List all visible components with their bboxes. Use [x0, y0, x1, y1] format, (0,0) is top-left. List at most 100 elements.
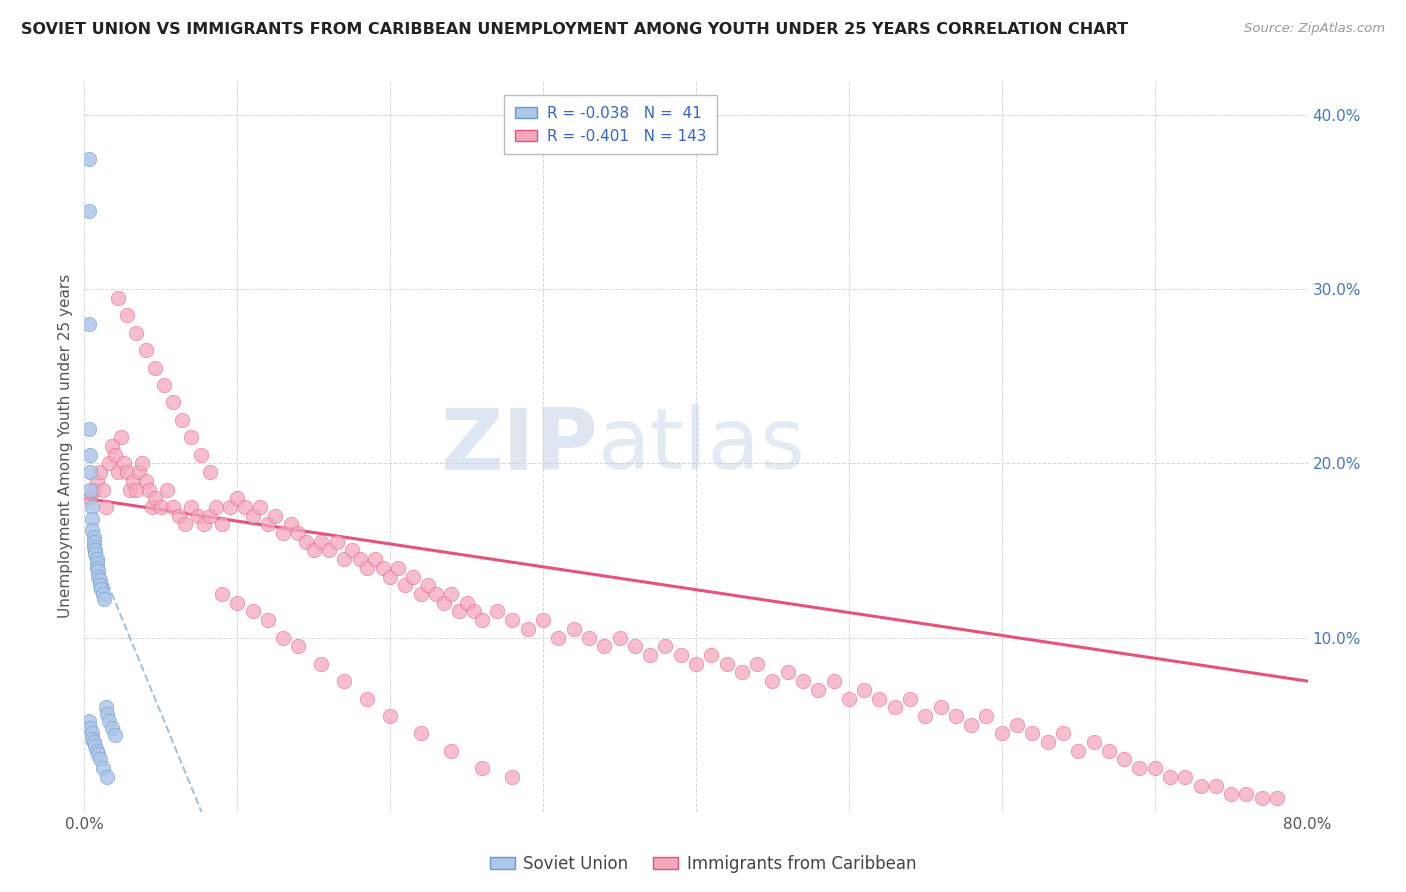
Point	[302, 543, 325, 558]
Point	[402, 569, 425, 583]
Point	[186, 508, 208, 523]
Point	[115, 309, 138, 323]
Point	[153, 378, 176, 392]
Point	[86, 552, 108, 566]
Point	[364, 552, 387, 566]
Point	[211, 517, 233, 532]
Point	[107, 291, 129, 305]
Point	[991, 726, 1014, 740]
Point	[97, 457, 120, 471]
Point	[654, 640, 676, 654]
Point	[371, 561, 394, 575]
Point	[792, 674, 814, 689]
Point	[174, 517, 197, 532]
Point	[91, 483, 114, 497]
Point	[77, 317, 100, 331]
Point	[104, 728, 127, 742]
Point	[90, 582, 112, 596]
Point	[135, 474, 157, 488]
Point	[1128, 761, 1150, 775]
Point	[205, 500, 228, 514]
Point	[883, 700, 905, 714]
Point	[89, 578, 111, 592]
Point	[115, 465, 138, 479]
Point	[193, 517, 215, 532]
Point	[131, 457, 153, 471]
Point	[125, 483, 148, 497]
Point	[1021, 726, 1043, 740]
Point	[287, 526, 309, 541]
Point	[280, 517, 302, 532]
Point	[929, 700, 952, 714]
Point	[418, 578, 440, 592]
Point	[1143, 761, 1166, 775]
Point	[79, 465, 101, 479]
Point	[1250, 790, 1272, 805]
Point	[87, 569, 110, 583]
Point	[471, 613, 494, 627]
Text: atlas: atlas	[598, 404, 806, 488]
Point	[180, 500, 202, 514]
Point	[128, 465, 150, 479]
Point	[380, 569, 402, 583]
Point	[1189, 779, 1212, 793]
Point	[86, 556, 108, 570]
Point	[1205, 779, 1227, 793]
Point	[823, 674, 845, 689]
Point	[387, 561, 409, 575]
Point	[198, 465, 221, 479]
Point	[120, 483, 142, 497]
Point	[340, 543, 363, 558]
Point	[945, 709, 967, 723]
Point	[1005, 717, 1028, 731]
Point	[89, 752, 111, 766]
Point	[242, 604, 264, 618]
Point	[211, 587, 233, 601]
Point	[311, 534, 333, 549]
Point	[80, 500, 103, 514]
Point	[143, 491, 166, 506]
Point	[447, 604, 470, 618]
Point	[83, 483, 105, 497]
Point	[531, 613, 554, 627]
Point	[1114, 752, 1136, 766]
Point	[162, 500, 184, 514]
Point	[685, 657, 707, 671]
Point	[516, 622, 538, 636]
Point	[122, 474, 145, 488]
Point	[101, 721, 124, 735]
Point	[1052, 726, 1074, 740]
Point	[318, 543, 340, 558]
Point	[79, 448, 101, 462]
Point	[380, 709, 402, 723]
Point	[747, 657, 769, 671]
Point	[89, 573, 111, 587]
Point	[409, 726, 432, 740]
Point	[433, 596, 456, 610]
Text: ZIP: ZIP	[440, 404, 598, 488]
Point	[257, 517, 280, 532]
Point	[440, 587, 463, 601]
Point	[578, 631, 600, 645]
Point	[1265, 790, 1288, 805]
Point	[79, 721, 101, 735]
Point	[77, 714, 100, 728]
Point	[325, 534, 347, 549]
Point	[112, 457, 135, 471]
Point	[1174, 770, 1197, 784]
Point	[869, 691, 891, 706]
Point	[333, 674, 356, 689]
Point	[502, 613, 524, 627]
Point	[333, 552, 356, 566]
Point	[226, 491, 249, 506]
Point	[94, 500, 117, 514]
Point	[349, 552, 371, 566]
Point	[107, 465, 129, 479]
Point	[976, 709, 998, 723]
Point	[547, 631, 569, 645]
Point	[198, 508, 221, 523]
Point	[463, 604, 485, 618]
Point	[700, 648, 723, 662]
Point	[180, 430, 202, 444]
Point	[807, 682, 830, 697]
